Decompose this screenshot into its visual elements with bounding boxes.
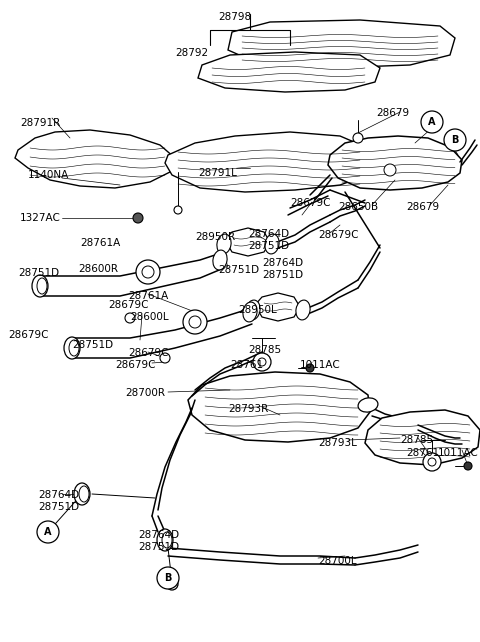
Text: 28751D: 28751D xyxy=(262,270,303,280)
Polygon shape xyxy=(188,372,370,442)
Text: 28764D: 28764D xyxy=(248,229,289,239)
Circle shape xyxy=(136,260,160,284)
Circle shape xyxy=(37,521,59,543)
Text: 28764D: 28764D xyxy=(262,258,303,268)
Ellipse shape xyxy=(217,234,231,254)
Circle shape xyxy=(160,353,170,363)
Ellipse shape xyxy=(32,275,48,297)
Ellipse shape xyxy=(37,278,47,294)
Text: 28600L: 28600L xyxy=(130,312,168,322)
Ellipse shape xyxy=(74,483,90,505)
Text: 28679C: 28679C xyxy=(8,330,48,340)
Text: 1327AC: 1327AC xyxy=(20,213,61,223)
Circle shape xyxy=(464,462,472,470)
Text: 28792: 28792 xyxy=(175,48,208,58)
Text: 28679C: 28679C xyxy=(108,300,148,310)
Polygon shape xyxy=(255,293,300,321)
Polygon shape xyxy=(228,20,455,68)
Circle shape xyxy=(125,313,135,323)
Text: 28679C: 28679C xyxy=(290,198,331,208)
Text: A: A xyxy=(44,527,52,537)
Text: 1011AC: 1011AC xyxy=(300,360,341,370)
Text: 28761A: 28761A xyxy=(128,291,168,301)
Text: 28791L: 28791L xyxy=(198,168,237,178)
Text: 28751D: 28751D xyxy=(138,542,179,552)
Ellipse shape xyxy=(243,302,257,322)
Circle shape xyxy=(174,206,182,214)
Text: 28650B: 28650B xyxy=(338,202,378,212)
Text: 1140NA: 1140NA xyxy=(28,170,69,180)
Ellipse shape xyxy=(157,529,173,551)
Polygon shape xyxy=(365,410,480,465)
Text: B: B xyxy=(164,573,172,583)
Text: 28761: 28761 xyxy=(230,360,263,370)
Ellipse shape xyxy=(162,532,172,548)
Text: 28679C: 28679C xyxy=(318,230,359,240)
Text: 28751D: 28751D xyxy=(18,268,59,278)
Circle shape xyxy=(384,164,396,176)
Polygon shape xyxy=(15,130,175,188)
Text: 28679: 28679 xyxy=(406,202,439,212)
Text: 28785: 28785 xyxy=(248,345,281,355)
Text: 28751D: 28751D xyxy=(72,340,113,350)
Circle shape xyxy=(157,567,179,589)
Circle shape xyxy=(258,358,266,366)
Text: 28798: 28798 xyxy=(218,12,251,22)
Polygon shape xyxy=(328,136,462,190)
Circle shape xyxy=(428,458,436,466)
Ellipse shape xyxy=(358,398,378,412)
Circle shape xyxy=(423,453,441,471)
Ellipse shape xyxy=(64,337,80,359)
Ellipse shape xyxy=(296,300,310,320)
Ellipse shape xyxy=(265,234,279,254)
Ellipse shape xyxy=(213,250,227,270)
Text: 28793R: 28793R xyxy=(228,404,268,414)
Text: 28751D: 28751D xyxy=(218,265,259,275)
Text: 28600R: 28600R xyxy=(78,264,118,274)
Circle shape xyxy=(353,133,363,143)
Polygon shape xyxy=(198,52,380,92)
Text: 28751D: 28751D xyxy=(248,241,289,251)
Circle shape xyxy=(306,364,314,372)
Circle shape xyxy=(421,111,443,133)
Text: 1011AC: 1011AC xyxy=(438,448,479,458)
Ellipse shape xyxy=(69,340,79,356)
Circle shape xyxy=(189,316,201,328)
Text: 28751D: 28751D xyxy=(38,502,79,512)
Ellipse shape xyxy=(79,486,89,502)
Text: 28950R: 28950R xyxy=(195,232,235,242)
Text: 28679: 28679 xyxy=(376,108,409,118)
Text: 28700L: 28700L xyxy=(318,556,357,566)
Text: 28950L: 28950L xyxy=(238,305,277,315)
Text: 28679C: 28679C xyxy=(115,360,156,370)
Text: B: B xyxy=(451,135,459,145)
Circle shape xyxy=(166,578,178,590)
Text: 28791R: 28791R xyxy=(20,118,60,128)
Circle shape xyxy=(253,353,271,371)
Circle shape xyxy=(142,266,154,278)
Circle shape xyxy=(133,213,143,223)
Circle shape xyxy=(444,129,466,151)
Text: 28761A: 28761A xyxy=(80,238,120,248)
Ellipse shape xyxy=(246,300,260,320)
Circle shape xyxy=(183,310,207,334)
Text: 28764D: 28764D xyxy=(138,530,179,540)
Text: A: A xyxy=(428,117,436,127)
Polygon shape xyxy=(225,228,270,256)
Polygon shape xyxy=(165,132,375,192)
Text: 28679C: 28679C xyxy=(128,348,168,358)
Text: 28700R: 28700R xyxy=(125,388,165,398)
Text: 28785: 28785 xyxy=(400,435,433,445)
Text: 28793L: 28793L xyxy=(318,438,357,448)
Text: 28764D: 28764D xyxy=(38,490,79,500)
Text: 28761: 28761 xyxy=(406,448,439,458)
